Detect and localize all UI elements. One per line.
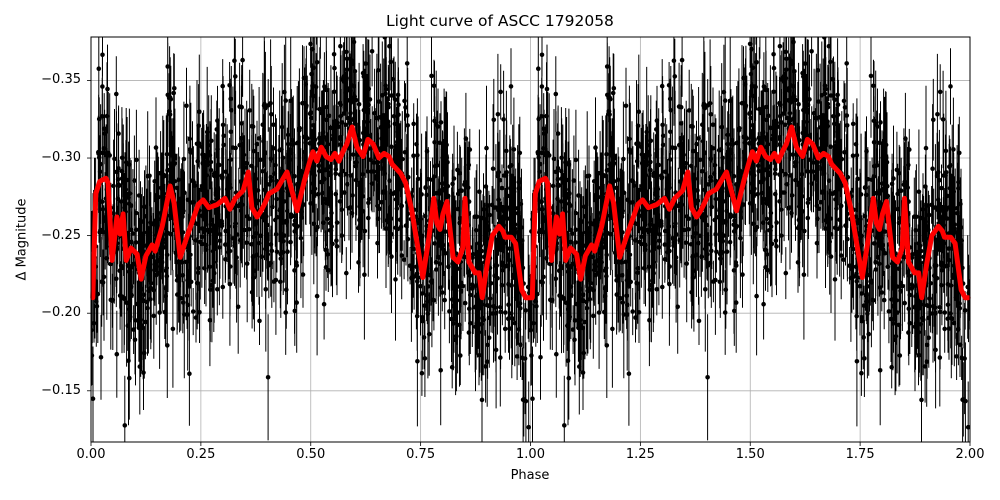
y-tick-label: −0.20 [41,305,81,321]
y-tick-label: −0.15 [41,382,81,398]
x-tick-label: 1.00 [516,447,545,462]
x-tick-label: 0.50 [296,447,326,462]
x-tick-label: 0.75 [406,447,436,462]
x-axis-label: Phase [510,468,550,483]
x-tick-label: 1.75 [845,447,875,462]
x-tick-label: 1.50 [735,447,765,462]
data-points [91,37,970,430]
y-tick-label: −0.35 [41,72,81,88]
axis-ticks [87,80,971,446]
x-tick-label: 1.25 [625,447,655,462]
x-tick-label: 0.25 [186,447,216,462]
x-tick-label: 2.00 [955,447,985,462]
y-tick-label: −0.25 [41,227,81,243]
chart-title: Light curve of ASCC 1792058 [386,12,614,30]
binned-curve [90,124,971,301]
x-tick-label: 0.00 [76,447,106,462]
y-tick-label: −0.30 [41,150,81,166]
